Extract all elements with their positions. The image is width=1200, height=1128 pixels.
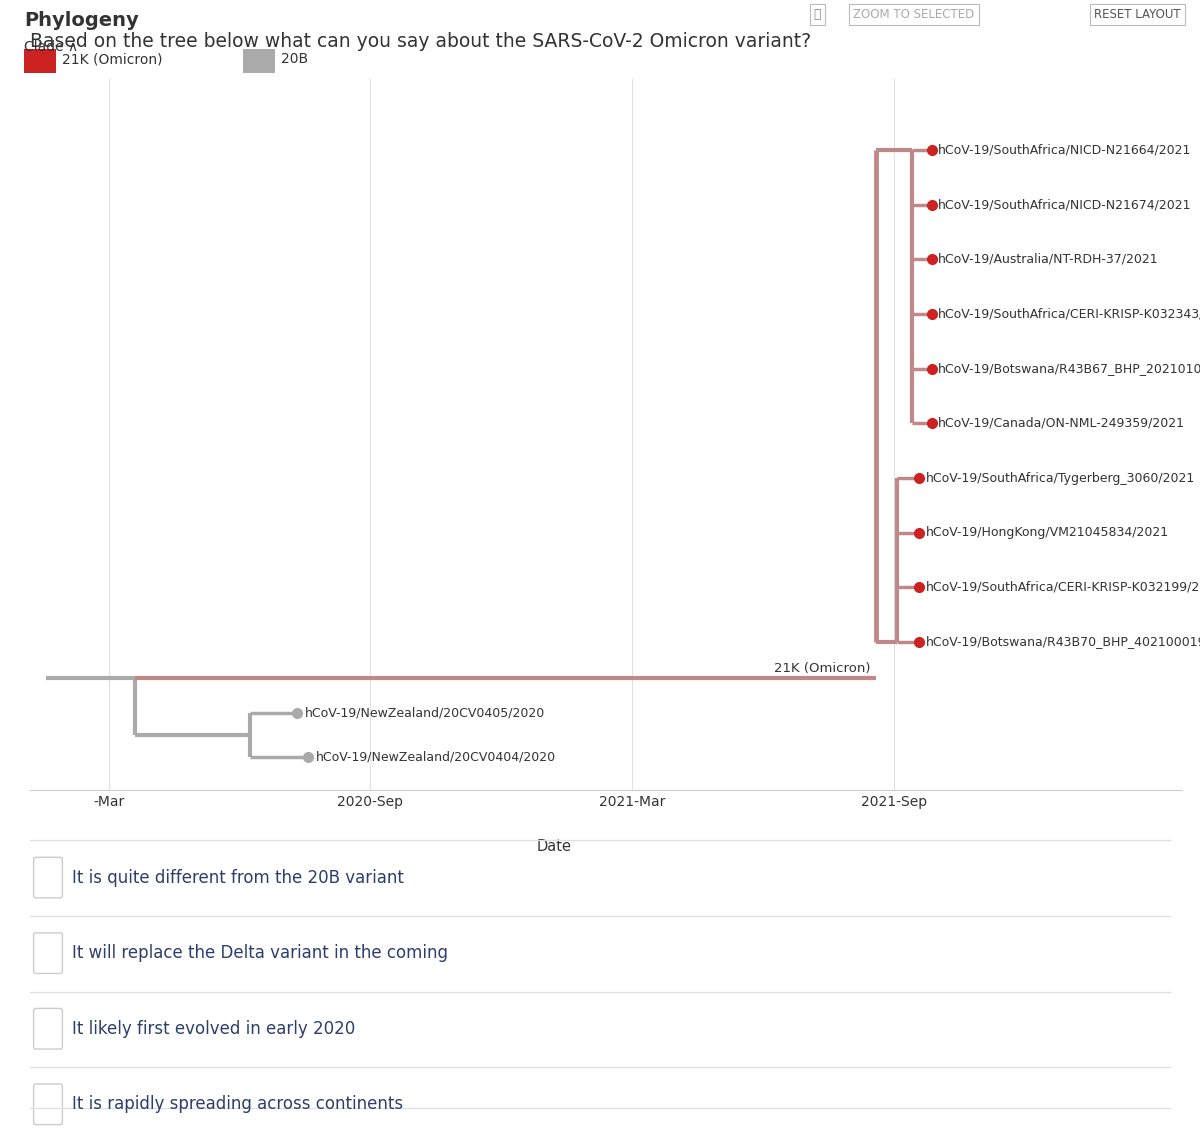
- Text: ZOOM TO SELECTED: ZOOM TO SELECTED: [853, 8, 974, 21]
- X-axis label: Date: Date: [536, 839, 571, 854]
- Text: hCoV-19/Botswana/R43B67_BHP_202101014:: hCoV-19/Botswana/R43B67_BHP_202101014:: [938, 362, 1200, 376]
- Text: hCoV-19/SouthAfrica/CERI-KRISP-K032199/20: hCoV-19/SouthAfrica/CERI-KRISP-K032199/2…: [925, 581, 1200, 593]
- Text: hCoV-19/NewZealand/20CV0405/2020: hCoV-19/NewZealand/20CV0405/2020: [305, 706, 545, 720]
- Text: hCoV-19/Botswana/R43B70_BHP_402100019!: hCoV-19/Botswana/R43B70_BHP_402100019!: [925, 635, 1200, 649]
- Text: hCoV-19/Australia/NT-RDH-37/2021: hCoV-19/Australia/NT-RDH-37/2021: [938, 253, 1159, 266]
- Text: RESET LAYOUT: RESET LAYOUT: [1094, 8, 1181, 21]
- Text: hCoV-19/NewZealand/20CV0404/2020: hCoV-19/NewZealand/20CV0404/2020: [316, 750, 556, 764]
- Text: 🔍: 🔍: [814, 8, 821, 21]
- Text: It will replace the Delta variant in the coming: It will replace the Delta variant in the…: [72, 944, 448, 962]
- Text: hCoV-19/SouthAfrica/NICD-N21664/2021: hCoV-19/SouthAfrica/NICD-N21664/2021: [938, 143, 1192, 157]
- Text: 20B: 20B: [281, 52, 308, 67]
- Text: It is rapidly spreading across continents: It is rapidly spreading across continent…: [72, 1095, 403, 1113]
- Text: Clade ∧: Clade ∧: [24, 39, 78, 54]
- Text: hCoV-19/SouthAfrica/CERI-KRISP-K032343/20: hCoV-19/SouthAfrica/CERI-KRISP-K032343/2…: [938, 308, 1200, 320]
- Text: Phylogeny: Phylogeny: [24, 11, 139, 30]
- Bar: [24, 50, 56, 73]
- Text: hCoV-19/Canada/ON-NML-249359/2021: hCoV-19/Canada/ON-NML-249359/2021: [938, 417, 1184, 430]
- Text: hCoV-19/SouthAfrica/NICD-N21674/2021: hCoV-19/SouthAfrica/NICD-N21674/2021: [938, 199, 1192, 211]
- Bar: [244, 50, 275, 73]
- Text: 21K (Omicron): 21K (Omicron): [774, 662, 870, 675]
- Text: It likely first evolved in early 2020: It likely first evolved in early 2020: [72, 1020, 355, 1038]
- Text: 21K (Omicron): 21K (Omicron): [62, 52, 163, 67]
- Text: Based on the tree below what can you say about the SARS-CoV-2 Omicron variant?: Based on the tree below what can you say…: [30, 32, 811, 51]
- Text: hCoV-19/HongKong/VM21045834/2021: hCoV-19/HongKong/VM21045834/2021: [925, 526, 1169, 539]
- Text: It is quite different from the 20B variant: It is quite different from the 20B varia…: [72, 869, 404, 887]
- Text: hCoV-19/SouthAfrica/Tygerberg_3060/2021: hCoV-19/SouthAfrica/Tygerberg_3060/2021: [925, 472, 1195, 485]
